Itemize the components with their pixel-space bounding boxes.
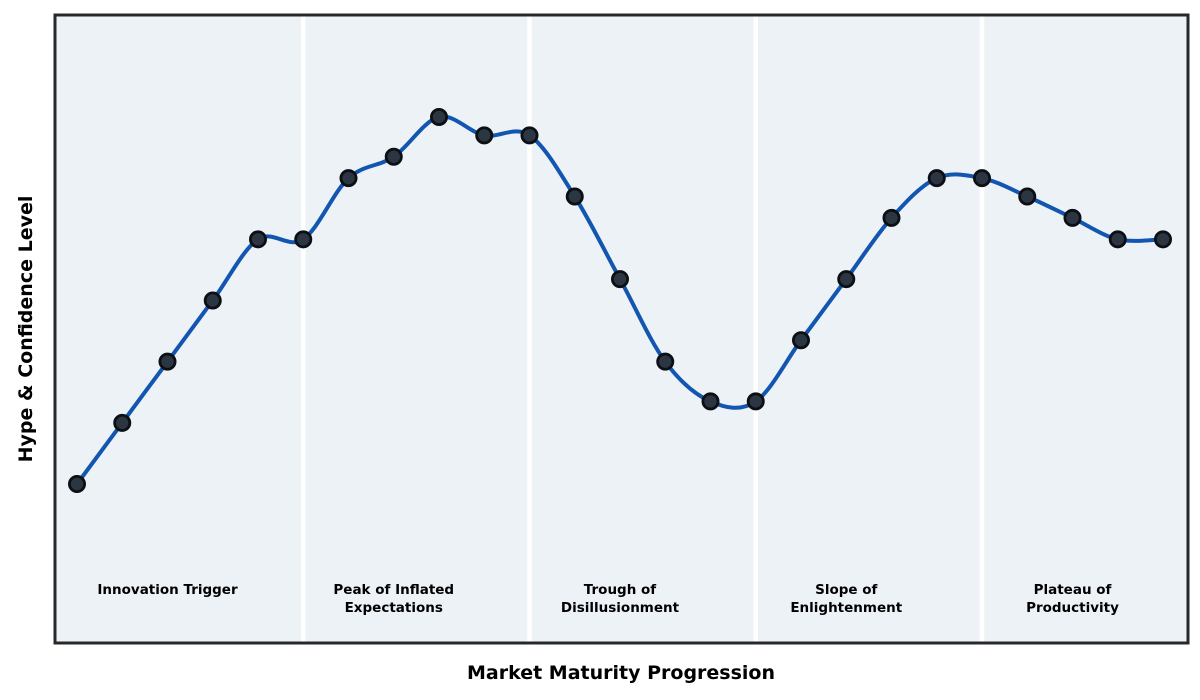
phase-label: Peak of Inflated Expectations (333, 581, 454, 617)
data-point-marker (973, 169, 992, 188)
data-point-marker (1154, 230, 1173, 249)
data-point-marker (837, 270, 856, 289)
data-point-marker (248, 230, 267, 249)
phase-label: Innovation Trigger (97, 581, 237, 599)
phase-label-line: Slope of (815, 582, 878, 598)
plot-background (55, 15, 1188, 643)
data-point-marker (68, 474, 87, 493)
data-point-marker (113, 413, 132, 432)
phase-label-line: Enlightenment (790, 600, 903, 616)
phase-label-line: Productivity (1026, 600, 1119, 616)
y-axis-label: Hype & Confidence Level (15, 195, 37, 463)
phase-label-line: Trough of (583, 582, 657, 598)
data-point-marker (565, 187, 584, 206)
data-point-marker (792, 331, 811, 350)
data-point-marker (611, 270, 630, 289)
data-point-marker (1108, 230, 1127, 249)
data-point-marker (656, 352, 675, 371)
data-point-marker (882, 208, 901, 227)
data-point-marker (746, 392, 765, 411)
plot-border (53, 13, 1190, 645)
data-point-marker (203, 291, 222, 310)
phase-label-line: Expectations (344, 600, 443, 616)
data-point-marker (429, 107, 448, 126)
data-point-marker (1063, 208, 1082, 227)
data-point-marker (339, 169, 358, 188)
phase-label: Slope of Enlightenment (790, 581, 902, 617)
phase-label: Plateau of Productivity (1026, 581, 1119, 617)
phase-label-line: Plateau of (1033, 582, 1112, 598)
phase-label: Trough of Disillusionment (561, 581, 679, 617)
phase-label-line: Disillusionment (560, 600, 680, 616)
x-axis-label: Market Maturity Progression (466, 662, 776, 684)
data-point-marker (158, 352, 177, 371)
data-point-marker (384, 147, 403, 166)
data-point-marker (520, 126, 539, 145)
phase-label-line: Peak of Inflated (333, 582, 455, 598)
data-point-marker (701, 392, 720, 411)
phase-label-line: Innovation Trigger (97, 582, 238, 598)
data-point-marker (927, 169, 946, 188)
data-point-marker (294, 230, 313, 249)
data-point-marker (475, 126, 494, 145)
data-point-marker (1018, 187, 1037, 206)
